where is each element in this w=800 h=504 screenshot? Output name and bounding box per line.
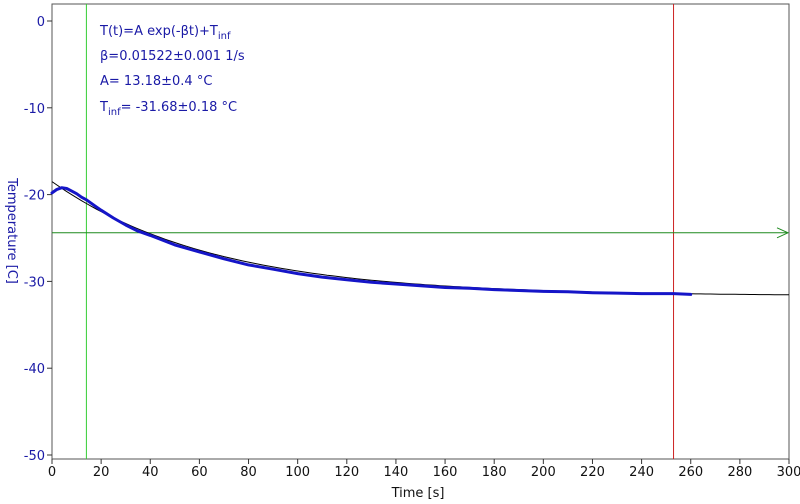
y-tick-label: -10 <box>24 102 45 117</box>
x-tick-label: 260 <box>678 465 703 480</box>
y-tick-label: 0 <box>37 15 45 30</box>
x-tick-label: 20 <box>93 465 110 480</box>
fit-a-value: A= 13.18±0.4 °C <box>100 74 212 89</box>
y-axis-ticks: 0 -10 -20 -30 -40 -50 <box>24 15 52 464</box>
plot-frame <box>51 3 790 460</box>
data-series <box>50 181 789 296</box>
x-tick-label: 0 <box>48 465 56 480</box>
x-tick-label: 180 <box>482 465 507 480</box>
y-axis-label: Temperature [C] <box>4 177 19 284</box>
fit-formula: T(t)=A exp(-βt)+Tinf <box>99 24 231 42</box>
fit-tinf-value: Tinf= -31.68±0.18 °C <box>99 100 237 118</box>
x-tick-label: 240 <box>629 465 654 480</box>
cursor-arrow-icon <box>776 227 790 239</box>
x-tick-label: 140 <box>384 465 409 480</box>
x-axis-label: Time [s] <box>391 486 445 501</box>
x-tick-label: 80 <box>240 465 257 480</box>
x-tick-label: 120 <box>334 465 359 480</box>
fit-annotation: T(t)=A exp(-βt)+Tinf β=0.01522±0.001 1/s… <box>99 24 245 118</box>
cursor-lines <box>52 4 790 459</box>
x-tick-label: 200 <box>531 465 556 480</box>
x-tick-label: 60 <box>191 465 208 480</box>
y-tick-label: -50 <box>24 449 45 464</box>
measured-data-line <box>50 186 693 296</box>
x-tick-label: 100 <box>285 465 310 480</box>
y-tick-label: -20 <box>24 189 45 204</box>
y-tick-label: -30 <box>24 275 45 290</box>
x-tick-label: 280 <box>727 465 752 480</box>
x-tick-label: 300 <box>777 465 800 480</box>
x-axis-ticks: 0 20 40 60 80 100 120 140 160 180 200 220 240 260 280 3… <box>48 459 800 480</box>
x-tick-label: 40 <box>142 465 159 480</box>
x-tick-label: 220 <box>580 465 605 480</box>
y-tick-label: -40 <box>24 362 45 377</box>
x-tick-label: 160 <box>433 465 458 480</box>
fit-beta-value: β=0.01522±0.001 1/s <box>100 49 245 64</box>
